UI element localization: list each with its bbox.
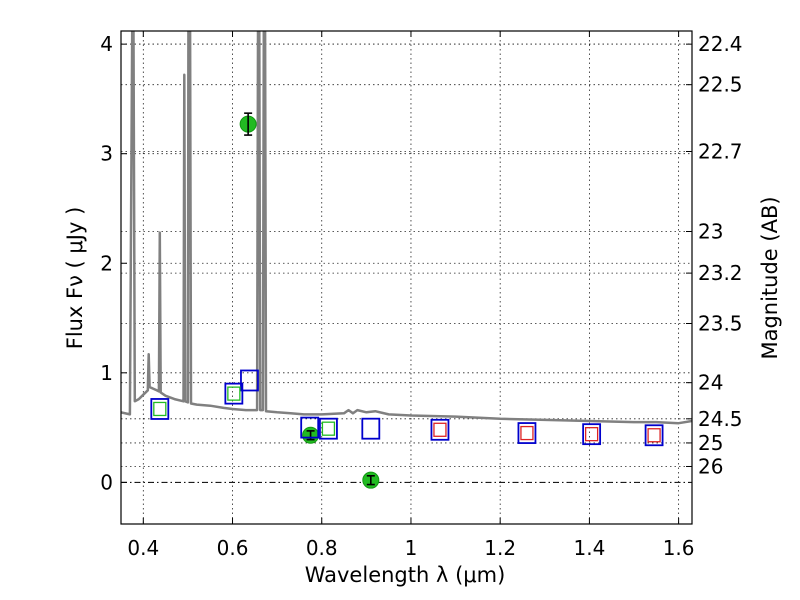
x-tick-label: 1.2 bbox=[484, 536, 516, 560]
model-point-red-2 bbox=[584, 427, 599, 442]
x-tick-label: 1 bbox=[405, 536, 418, 560]
model-point-blue-7 bbox=[517, 422, 537, 444]
model-point-blue-1 bbox=[224, 382, 244, 405]
x-tick-label: 0.8 bbox=[306, 536, 338, 560]
x-axis-label: Wavelength λ (μm) bbox=[305, 563, 506, 587]
magnitude-tick-label: 24 bbox=[698, 371, 723, 395]
magnitude-tick-label: 25 bbox=[698, 431, 723, 455]
y-tick-label: 3 bbox=[100, 142, 113, 166]
magnitude-tick-label: 24.5 bbox=[698, 407, 743, 431]
x-tick-label: 1.6 bbox=[663, 536, 695, 560]
model-point-green-2 bbox=[321, 421, 336, 436]
plot-frame bbox=[120, 30, 693, 525]
model-point-blue-8 bbox=[582, 423, 602, 446]
y-tick-label: 2 bbox=[100, 251, 113, 275]
model-point-red-3 bbox=[647, 428, 661, 443]
plot-area bbox=[121, 31, 692, 489]
x-tick-label: 0.4 bbox=[127, 536, 159, 560]
y-axis-label: Flux Fν ( μJy ) bbox=[63, 207, 87, 350]
model-point-red-0 bbox=[433, 422, 447, 437]
sed-template-line bbox=[121, 31, 692, 425]
magnitude-tick-label: 22.4 bbox=[698, 32, 743, 56]
model-point-blue-3 bbox=[300, 416, 320, 439]
magnitude-tick-label: 23.2 bbox=[698, 261, 743, 285]
y-tick-label: 1 bbox=[100, 361, 113, 385]
model-point-green-1 bbox=[227, 386, 241, 401]
model-point-blue-2 bbox=[240, 369, 259, 392]
x-tick-label: 0.6 bbox=[217, 536, 249, 560]
magnitude-tick-label: 26 bbox=[698, 454, 723, 478]
magnitude-tick-label: 22.5 bbox=[698, 73, 743, 97]
magnitude-tick-label: 23.5 bbox=[698, 312, 743, 336]
model-point-blue-5 bbox=[361, 417, 381, 440]
model-point-blue-0 bbox=[150, 398, 170, 420]
y-tick-label: 0 bbox=[100, 470, 113, 494]
model-point-red-1 bbox=[520, 425, 534, 441]
x-tick-label: 1.4 bbox=[573, 536, 605, 560]
y-tick-label: 4 bbox=[100, 32, 113, 56]
model-point-blue-9 bbox=[644, 424, 664, 447]
grid bbox=[121, 31, 692, 524]
model-point-blue-6 bbox=[430, 418, 450, 441]
magnitude-tick-label: 23 bbox=[698, 219, 723, 243]
model-point-green-0 bbox=[153, 401, 167, 417]
model-point-blue-4 bbox=[319, 417, 338, 440]
magnitude-tick-label: 22.7 bbox=[698, 140, 743, 164]
right-axis-label: Magnitude (AB) bbox=[758, 196, 782, 359]
